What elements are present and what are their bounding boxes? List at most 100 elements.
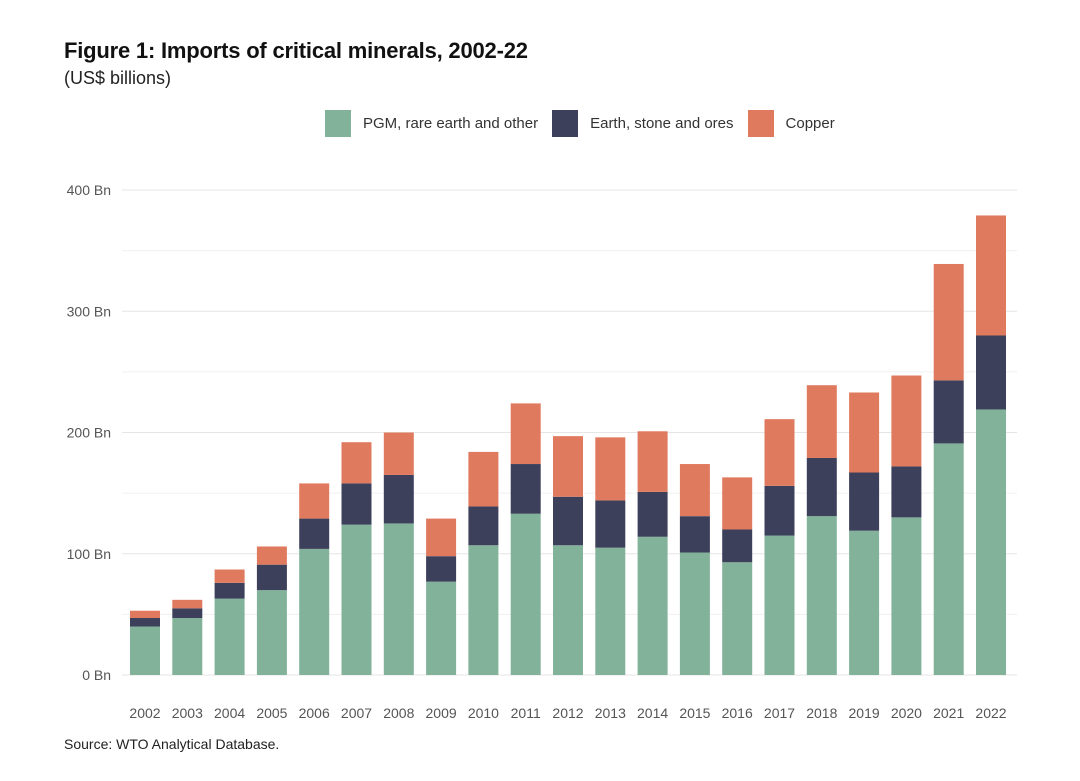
bar-segment-pgm-2014[interactable] <box>637 536 668 675</box>
bar-segment-earth-stone-ores-2007[interactable] <box>341 483 372 525</box>
bar-segment-copper-2005[interactable] <box>256 546 287 565</box>
bar-segment-copper-2015[interactable] <box>679 464 710 517</box>
legend-item-earth-stone-ores[interactable]: Earth, stone and ores <box>552 110 734 137</box>
bar-segment-copper-2016[interactable] <box>722 477 753 530</box>
bar-segment-pgm-2015[interactable] <box>679 552 710 675</box>
bar-segment-copper-2006[interactable] <box>299 483 330 519</box>
y-tick-label: 200 Bn <box>67 425 111 441</box>
bar-segment-earth-stone-ores-2020[interactable] <box>891 466 922 518</box>
bar-stack-2015[interactable] <box>679 464 710 675</box>
bar-stack-2017[interactable] <box>764 419 795 675</box>
bar-stack-2019[interactable] <box>849 392 880 675</box>
bar-segment-earth-stone-ores-2012[interactable] <box>553 496 583 546</box>
bar-segment-earth-stone-ores-2006[interactable] <box>299 518 330 549</box>
bar-segment-copper-2017[interactable] <box>764 419 795 486</box>
bar-segment-earth-stone-ores-2022[interactable] <box>976 335 1006 410</box>
bar-segment-earth-stone-ores-2016[interactable] <box>722 529 753 563</box>
y-axis-ticks: 0 Bn 100 Bn 200 Bn 300 Bn 400 Bn <box>67 182 111 683</box>
bar-segment-earth-stone-ores-2002[interactable] <box>130 618 160 627</box>
bar-segment-earth-stone-ores-2003[interactable] <box>172 608 203 619</box>
bar-segment-earth-stone-ores-2021[interactable] <box>933 380 964 444</box>
bar-segment-pgm-2022[interactable] <box>976 409 1006 675</box>
bar-segment-earth-stone-ores-2008[interactable] <box>383 474 414 524</box>
bar-segment-copper-2007[interactable] <box>341 442 372 484</box>
bar-segment-copper-2022[interactable] <box>976 215 1006 336</box>
bar-stack-2004[interactable] <box>214 569 245 675</box>
bar-stack-2002[interactable] <box>130 610 160 676</box>
legend-swatch-pgm <box>325 110 351 137</box>
bar-stack-2020[interactable] <box>891 375 922 675</box>
bar-segment-pgm-2006[interactable] <box>299 548 330 675</box>
bar-segment-pgm-2016[interactable] <box>722 562 753 675</box>
bar-segment-copper-2004[interactable] <box>214 569 245 583</box>
bar-segment-earth-stone-ores-2018[interactable] <box>806 457 837 517</box>
bar-stack-2003[interactable] <box>172 599 203 675</box>
bar-stack-2013[interactable] <box>595 437 626 675</box>
bar-segment-pgm-2020[interactable] <box>891 517 922 675</box>
bar-segment-copper-2009[interactable] <box>426 518 457 557</box>
bar-segment-earth-stone-ores-2014[interactable] <box>637 491 668 537</box>
bar-stack-2022[interactable] <box>976 215 1006 675</box>
bar-stack-2012[interactable] <box>553 436 583 675</box>
bar-segment-copper-2014[interactable] <box>637 431 668 492</box>
bar-segment-earth-stone-ores-2017[interactable] <box>764 485 795 536</box>
bar-segment-copper-2002[interactable] <box>130 610 160 619</box>
bar-segment-pgm-2003[interactable] <box>172 618 203 675</box>
bar-segment-earth-stone-ores-2004[interactable] <box>214 582 245 599</box>
bar-stack-2009[interactable] <box>426 518 457 675</box>
bar-segment-pgm-2007[interactable] <box>341 524 372 675</box>
bar-segment-earth-stone-ores-2009[interactable] <box>426 556 457 582</box>
bar-segment-pgm-2012[interactable] <box>553 545 583 675</box>
bar-segment-pgm-2005[interactable] <box>256 590 287 675</box>
y-tick-label: 100 Bn <box>67 546 111 562</box>
y-tick-label: 300 Bn <box>67 303 111 319</box>
bar-stack-2021[interactable] <box>933 263 964 675</box>
bar-segment-copper-2012[interactable] <box>553 436 583 497</box>
bar-segment-earth-stone-ores-2013[interactable] <box>595 500 626 548</box>
bar-stack-2010[interactable] <box>468 451 499 675</box>
bar-segment-pgm-2013[interactable] <box>595 547 626 675</box>
bar-segment-copper-2008[interactable] <box>383 432 414 475</box>
x-tick-label: 2011 <box>511 705 541 721</box>
bar-segment-pgm-2021[interactable] <box>933 443 964 675</box>
bar-segment-pgm-2019[interactable] <box>849 530 880 675</box>
bar-segment-earth-stone-ores-2005[interactable] <box>256 564 287 591</box>
bar-segment-copper-2021[interactable] <box>933 263 964 381</box>
bar-segment-pgm-2004[interactable] <box>214 598 245 675</box>
bar-segment-copper-2013[interactable] <box>595 437 626 501</box>
bar-segment-earth-stone-ores-2010[interactable] <box>468 506 499 546</box>
bar-segment-pgm-2009[interactable] <box>426 581 457 675</box>
bar-segment-earth-stone-ores-2011[interactable] <box>510 464 541 514</box>
bar-segment-pgm-2017[interactable] <box>764 535 795 675</box>
bar-stack-2007[interactable] <box>341 442 372 675</box>
bar-segment-pgm-2008[interactable] <box>383 523 414 675</box>
bar-segment-copper-2003[interactable] <box>172 599 203 609</box>
bar-segment-pgm-2018[interactable] <box>806 516 837 675</box>
bar-segment-pgm-2010[interactable] <box>468 545 499 675</box>
legend-item-copper[interactable]: Copper <box>747 110 835 137</box>
x-tick-label: 2013 <box>595 705 626 721</box>
bar-stack-2011[interactable] <box>510 403 541 675</box>
bar-segment-copper-2011[interactable] <box>510 403 541 465</box>
bar-segment-copper-2018[interactable] <box>806 385 837 458</box>
bar-stack-2016[interactable] <box>722 477 753 675</box>
bar-stack-2005[interactable] <box>256 546 287 675</box>
bar-segment-pgm-2002[interactable] <box>130 626 160 676</box>
x-axis-ticks: 2002 2003 2004 2005 2006 2007 2008 2009 2010 2011… <box>129 705 1006 721</box>
bar-segment-earth-stone-ores-2019[interactable] <box>849 472 880 531</box>
bar-stack-2008[interactable] <box>383 432 414 676</box>
bar-segment-copper-2010[interactable] <box>468 451 499 507</box>
legend: PGM, rare earth and other Earth, stone a… <box>325 110 849 137</box>
legend-label-copper: Copper <box>785 115 835 132</box>
bar-stack-2018[interactable] <box>806 385 837 675</box>
bar-segment-earth-stone-ores-2015[interactable] <box>679 516 710 553</box>
bar-segment-copper-2019[interactable] <box>849 392 880 473</box>
legend-swatch-earth-stone-ores <box>552 110 579 137</box>
bar-stack-2014[interactable] <box>637 431 668 675</box>
x-tick-label: 2004 <box>214 705 245 721</box>
legend-item-pgm[interactable]: PGM, rare earth and other <box>325 110 538 137</box>
bar-segment-pgm-2011[interactable] <box>510 513 541 675</box>
bar-stack-2006[interactable] <box>299 483 330 675</box>
bar-segment-copper-2020[interactable] <box>891 375 922 467</box>
x-tick-label: 2003 <box>172 705 203 721</box>
